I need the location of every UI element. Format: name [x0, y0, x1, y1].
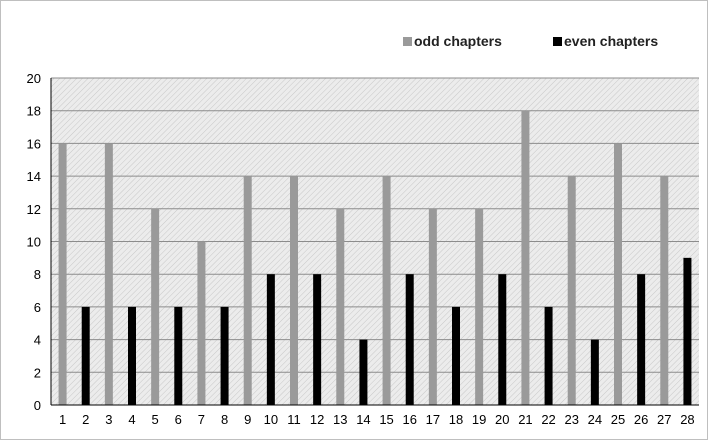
- x-tick-label: 14: [356, 412, 370, 427]
- x-tick-label: 12: [310, 412, 324, 427]
- bar-odd: [521, 110, 530, 405]
- x-tick-label: 3: [105, 412, 112, 427]
- y-tick-label: 20: [27, 71, 41, 86]
- x-tick-label: 1: [59, 412, 66, 427]
- legend: odd chapters even chapters: [403, 33, 658, 49]
- x-tick-label: 20: [495, 412, 509, 427]
- x-tick-label: 26: [634, 412, 648, 427]
- bar-odd: [243, 176, 252, 405]
- x-tick-label: 15: [379, 412, 393, 427]
- y-tick-label: 4: [34, 333, 41, 348]
- bar-odd: [104, 143, 113, 405]
- bars: [58, 110, 692, 405]
- x-tick-label: 2: [82, 412, 89, 427]
- bar-even: [544, 306, 553, 405]
- x-tick-label: 23: [564, 412, 578, 427]
- bar-even: [81, 306, 90, 405]
- x-tick-label: 7: [198, 412, 205, 427]
- bar-even: [220, 306, 229, 405]
- y-tick-label: 0: [34, 398, 41, 413]
- y-tick-label: 12: [27, 202, 41, 217]
- x-tick-label: 25: [611, 412, 625, 427]
- x-tick-label: 10: [264, 412, 278, 427]
- y-axis-ticks: 0 2 4 6 8 10 12 14 16 18 20: [27, 71, 41, 413]
- y-tick-label: 16: [27, 136, 41, 151]
- y-tick-label: 6: [34, 300, 41, 315]
- bar-odd: [614, 143, 622, 405]
- x-tick-label: 17: [426, 412, 440, 427]
- x-tick-label: 8: [221, 412, 228, 427]
- bar-odd: [428, 208, 437, 405]
- legend-label-even: even chapters: [564, 33, 658, 49]
- y-tick-label: 14: [27, 169, 41, 184]
- bar-odd: [290, 176, 298, 405]
- bar-even: [313, 274, 322, 405]
- bar-odd: [151, 208, 160, 405]
- y-tick-label: 18: [27, 104, 41, 119]
- x-tick-label: 18: [449, 412, 463, 427]
- x-tick-label: 6: [175, 412, 182, 427]
- x-tick-label: 11: [287, 412, 301, 427]
- y-tick-label: 2: [34, 365, 41, 380]
- legend-swatch-odd: [403, 37, 412, 46]
- x-tick-label: 4: [128, 412, 135, 427]
- legend-swatch-even: [553, 37, 562, 46]
- x-tick-label: 16: [402, 412, 416, 427]
- bar-even: [683, 257, 692, 405]
- bar-odd: [660, 176, 669, 405]
- x-tick-label: 27: [657, 412, 671, 427]
- x-tick-label: 24: [588, 412, 602, 427]
- bar-even: [590, 339, 599, 405]
- x-tick-label: 13: [333, 412, 347, 427]
- bar-odd: [197, 241, 206, 405]
- bar-even: [498, 274, 507, 405]
- x-tick-label: 22: [541, 412, 555, 427]
- bar-even: [637, 274, 646, 405]
- bar-even: [359, 339, 368, 405]
- bar-even: [128, 306, 136, 405]
- y-tick-label: 10: [27, 235, 41, 250]
- x-tick-label: 21: [518, 412, 532, 427]
- bar-odd: [475, 208, 484, 405]
- bar-even: [174, 306, 183, 405]
- bar-even: [452, 306, 460, 405]
- bar-even: [266, 274, 275, 405]
- bar-odd: [336, 208, 345, 405]
- x-tick-label: 5: [152, 412, 159, 427]
- bar-odd: [382, 176, 391, 405]
- x-tick-label: 19: [472, 412, 486, 427]
- x-axis-ticks: 1 2 3 4 5 6 7 8 9 10 11 12 13 14 15 16 17 18 19 20 21 22 23 24 2…: [59, 412, 695, 427]
- legend-label-odd: odd chapters: [414, 33, 502, 49]
- x-tick-label: 28: [680, 412, 694, 427]
- y-tick-label: 8: [34, 267, 41, 282]
- x-tick-label: 9: [244, 412, 251, 427]
- bar-even: [405, 274, 414, 405]
- bar-odd: [58, 143, 67, 405]
- bar-odd: [567, 176, 576, 405]
